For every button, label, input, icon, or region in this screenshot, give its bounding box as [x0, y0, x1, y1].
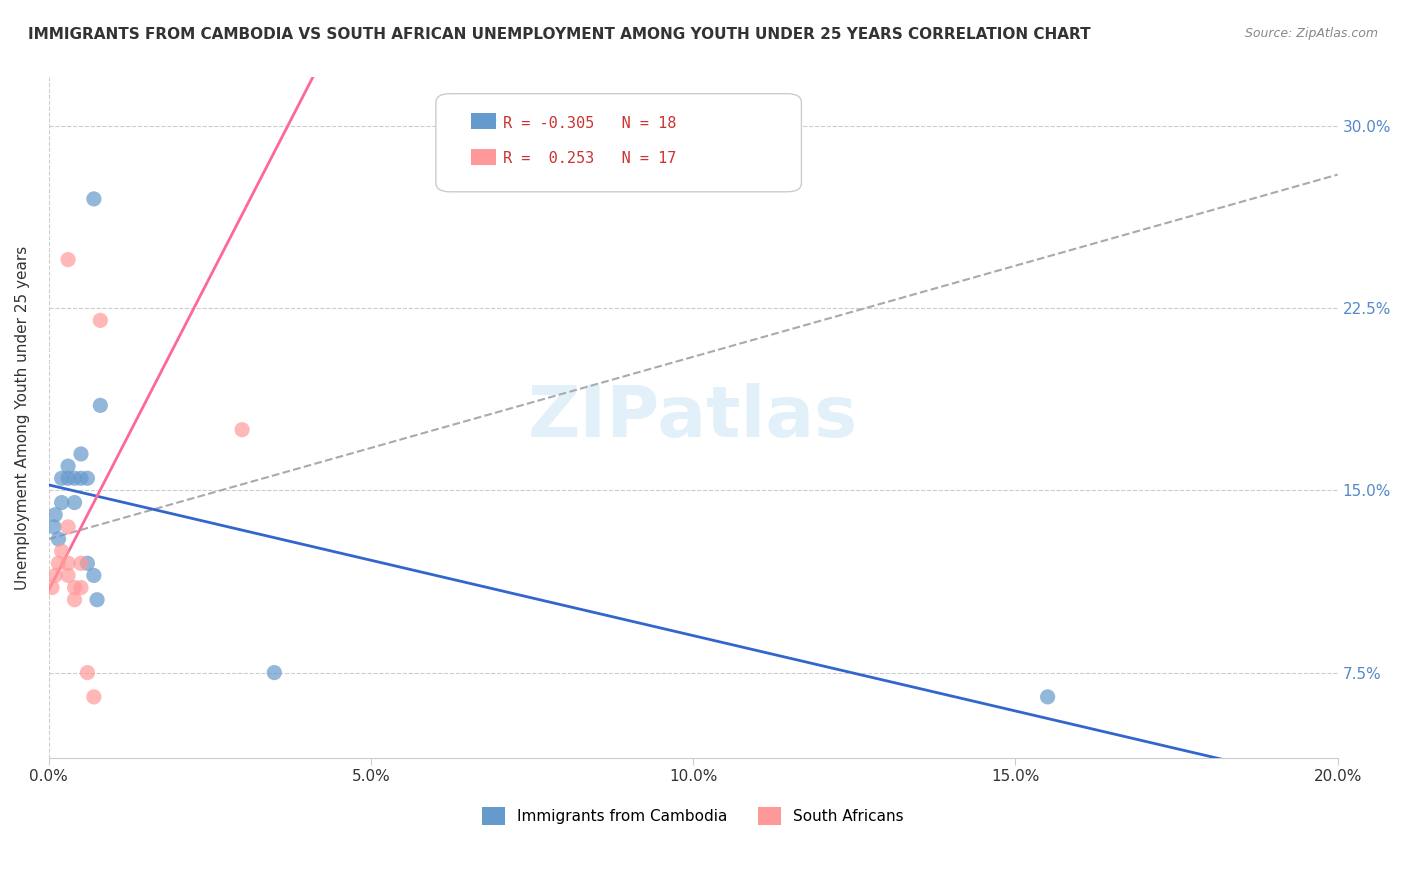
- Point: [56, 556, 79, 570]
- Point: [44, 508, 66, 522]
- Legend: Immigrants from Cambodia, South Africans: Immigrants from Cambodia, South Africans: [477, 801, 910, 831]
- Point: [63, 581, 86, 595]
- Point: [41, 581, 63, 595]
- Point: [48, 532, 70, 546]
- Point: [48, 556, 70, 570]
- Point: [76, 556, 98, 570]
- Point: [51, 544, 73, 558]
- Point: [63, 592, 86, 607]
- Text: R = -0.305   N = 18: R = -0.305 N = 18: [503, 116, 676, 130]
- Point: [70, 581, 93, 595]
- Point: [89, 398, 111, 412]
- Point: [76, 665, 98, 680]
- Point: [44, 568, 66, 582]
- Point: [56, 520, 79, 534]
- Point: [231, 423, 253, 437]
- Point: [70, 471, 93, 485]
- Point: [51, 495, 73, 509]
- Point: [1036, 690, 1059, 704]
- Point: [56, 459, 79, 474]
- Text: R =  0.253   N = 17: R = 0.253 N = 17: [503, 152, 676, 166]
- Point: [63, 495, 86, 509]
- Point: [56, 252, 79, 267]
- Point: [83, 568, 105, 582]
- Point: [76, 471, 98, 485]
- Point: [56, 471, 79, 485]
- Point: [263, 665, 285, 680]
- Point: [70, 447, 93, 461]
- Point: [63, 471, 86, 485]
- Point: [42, 520, 65, 534]
- Point: [56, 568, 79, 582]
- Text: Source: ZipAtlas.com: Source: ZipAtlas.com: [1244, 27, 1378, 40]
- Y-axis label: Unemployment Among Youth under 25 years: Unemployment Among Youth under 25 years: [15, 245, 30, 590]
- Point: [86, 592, 108, 607]
- Point: [51, 471, 73, 485]
- Point: [83, 192, 105, 206]
- Point: [83, 690, 105, 704]
- Text: IMMIGRANTS FROM CAMBODIA VS SOUTH AFRICAN UNEMPLOYMENT AMONG YOUTH UNDER 25 YEAR: IMMIGRANTS FROM CAMBODIA VS SOUTH AFRICA…: [28, 27, 1091, 42]
- Point: [89, 313, 111, 327]
- Text: ZIPatlas: ZIPatlas: [529, 383, 858, 452]
- Point: [70, 556, 93, 570]
